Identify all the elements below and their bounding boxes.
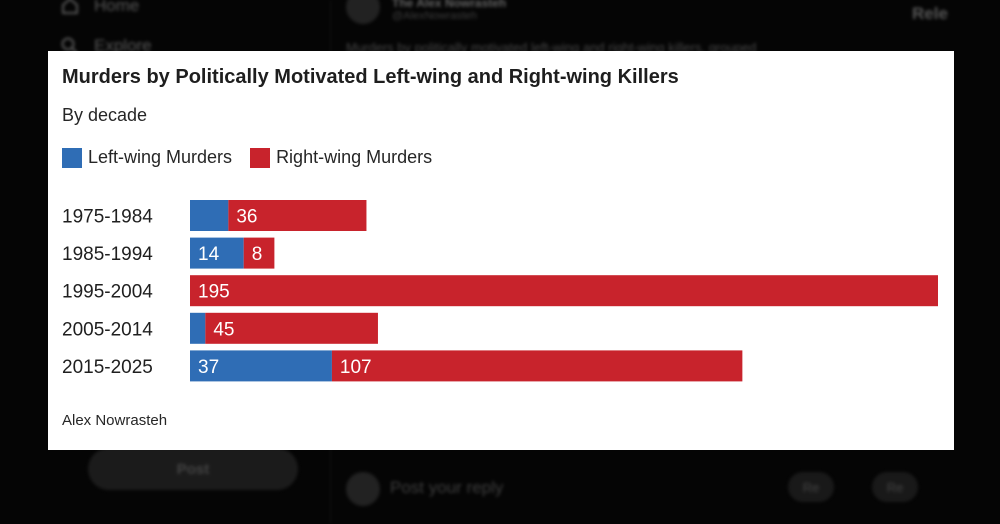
legend-item-left: Left-wing Murders <box>62 147 232 168</box>
nav-home[interactable]: Home <box>60 0 139 16</box>
bar-left-wing <box>190 312 206 344</box>
post-button[interactable]: Post <box>88 448 298 490</box>
bar-left-wing <box>190 200 229 231</box>
category-label: 1975-1984 <box>62 207 153 228</box>
bar-right-wing <box>331 350 743 382</box>
author-name[interactable]: The Alex Nowrasteh <box>392 0 507 10</box>
legend-swatch-right <box>250 147 271 168</box>
reply-input[interactable]: Post your reply <box>390 478 504 497</box>
data-label-right: 8 <box>252 244 263 265</box>
bar-right-wing <box>228 200 367 231</box>
reply-avatar <box>346 472 380 506</box>
bar-right-wing <box>190 275 938 307</box>
data-label-left: 14 <box>198 244 220 265</box>
category-label: 2015-2025 <box>62 357 153 378</box>
category-label: 1985-1994 <box>62 244 153 265</box>
legend-swatch-left <box>62 147 82 168</box>
data-label-right: 195 <box>198 282 230 303</box>
home-icon <box>62 0 78 14</box>
chart-subtitle: By decade <box>62 105 148 125</box>
author-avatar[interactable] <box>346 0 380 24</box>
bar-right-wing <box>243 237 275 269</box>
nav-home-label: Home <box>94 0 140 15</box>
data-label-left: 37 <box>198 357 219 378</box>
chart-legend: Left-wing Murders Right-wing Murders <box>62 147 450 168</box>
data-label-right: 36 <box>236 207 257 228</box>
bar-left-wing <box>190 350 332 382</box>
data-label-right: 107 <box>340 357 372 378</box>
category-label: 2005-2014 <box>62 319 153 340</box>
category-label: 1995-2004 <box>62 282 153 303</box>
relevant-replies-label[interactable]: Rele <box>912 4 948 23</box>
nav-explore-label: Explore <box>94 36 152 55</box>
data-label-right: 45 <box>213 319 234 340</box>
bar-right-wing <box>205 312 378 344</box>
author-handle[interactable]: @AlexNowrasteh <box>392 10 478 22</box>
bar-plot: 1975-1984 36 1985-1994 14 8 1995-2004 195 2005-… <box>62 200 938 382</box>
chart-card: Murders by Politically Motivated Left-wi… <box>48 51 954 450</box>
chart-title: Murders by Politically Motivated Left-wi… <box>62 66 679 88</box>
legend-label-left: Left-wing Murders <box>88 147 233 167</box>
chart-source: Alex Nowrasteh <box>62 412 168 429</box>
legend-label-right: Right-wing Murders <box>276 147 433 167</box>
reply-button-2[interactable]: Re <box>872 472 918 502</box>
bar-left-wing <box>190 237 244 269</box>
legend-item-right: Right-wing Murders <box>250 147 432 168</box>
reply-button[interactable]: Re <box>788 472 834 502</box>
